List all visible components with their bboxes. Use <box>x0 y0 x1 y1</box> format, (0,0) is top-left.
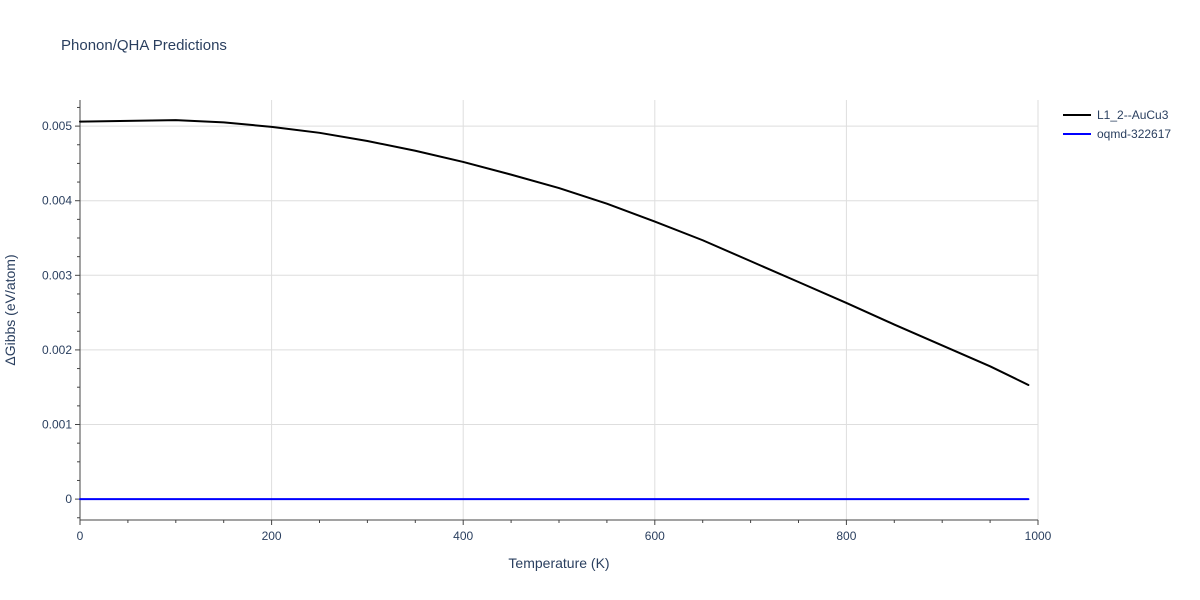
chart-title: Phonon/QHA Predictions <box>61 37 227 54</box>
legend-label: oqmd-322617 <box>1097 127 1171 141</box>
y-tick-label: 0 <box>65 492 72 506</box>
y-tick-label: 0.002 <box>42 343 72 357</box>
axes <box>75 100 1039 525</box>
x-tick-label: 200 <box>262 529 282 543</box>
y-tick-label: 0.001 <box>42 418 72 432</box>
legend[interactable]: L1_2--AuCu3 oqmd-322617 <box>1063 108 1171 141</box>
x-tick-label: 800 <box>836 529 856 543</box>
legend-label: L1_2--AuCu3 <box>1097 108 1169 122</box>
y-tick-label: 0.005 <box>42 119 72 133</box>
legend-item-0[interactable]: L1_2--AuCu3 <box>1063 108 1169 122</box>
series-group <box>79 119 1030 501</box>
y-tick-label: 0.003 <box>42 268 72 282</box>
y-axis-title: ΔGibbs (eV/atom) <box>2 254 18 365</box>
series-line-0 <box>79 119 1030 386</box>
x-tick-label: 1000 <box>1025 529 1052 543</box>
tick-labels: 0 200 400 600 800 1000 0 0.001 0.002 0.003 0.004 0.… <box>42 119 1052 543</box>
y-tick-label: 0.004 <box>42 194 72 208</box>
legend-item-1[interactable]: oqmd-322617 <box>1063 127 1171 141</box>
x-tick-label: 400 <box>453 529 473 543</box>
x-axis-title: Temperature (K) <box>508 555 609 571</box>
x-tick-label: 0 <box>77 529 84 543</box>
x-tick-label: 600 <box>645 529 665 543</box>
gridlines <box>80 100 1039 520</box>
